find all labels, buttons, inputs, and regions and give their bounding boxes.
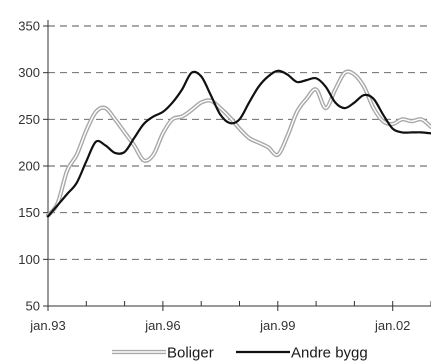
series-boliger <box>45 69 431 218</box>
series-line-andre-bygg <box>46 69 431 218</box>
x-tick-label: jan.99 <box>259 318 295 333</box>
series-group <box>45 69 431 218</box>
y-tick-label: 350 <box>18 19 40 34</box>
legend: Boliger Andre bygg <box>112 345 368 362</box>
x-tick-label: jan.93 <box>29 318 65 333</box>
x-tick-label: jan.96 <box>144 318 180 333</box>
series-line-boliger <box>45 69 431 218</box>
series-andre-bygg <box>46 69 431 218</box>
series-line-inner-boliger <box>47 70 431 217</box>
y-tick-label: 250 <box>18 112 40 127</box>
y-tick-label: 100 <box>18 252 40 267</box>
y-tick-label: 200 <box>18 159 40 174</box>
legend-item-boliger: Boliger <box>112 345 214 362</box>
legend-label: Andre bygg <box>291 345 368 362</box>
legend-item-andre-bygg: Andre bygg <box>236 345 368 362</box>
y-tick-label: 300 <box>18 65 40 80</box>
gridlines <box>48 25 431 260</box>
x-tick-label: jan.02 <box>374 318 410 333</box>
legend-label: Boliger <box>167 345 214 362</box>
y-tick-label: 50 <box>26 299 40 314</box>
axes: 50 100 150 200 250 300 350 jan.93 jan.96 jan.99 ja… <box>18 19 431 333</box>
y-tick-label: 150 <box>18 205 40 220</box>
